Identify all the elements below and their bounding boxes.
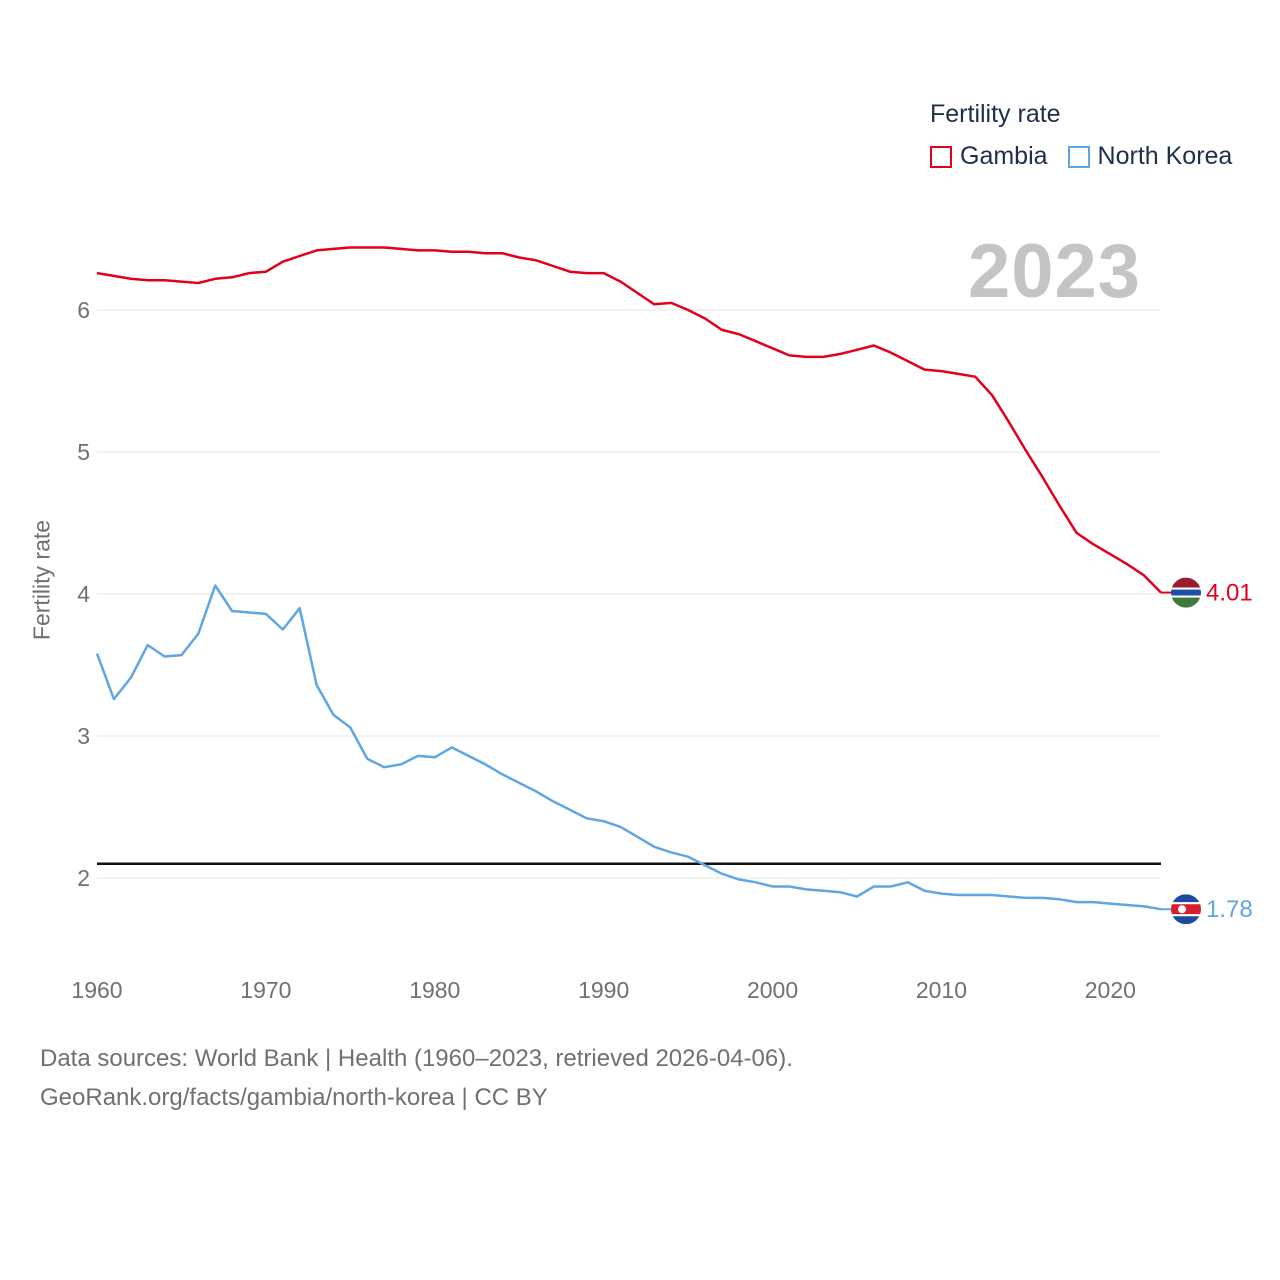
x-tick-label-1990: 1990: [578, 977, 629, 1003]
flag-north-korea-band: [1171, 894, 1201, 903]
flag-gambia-band: [1171, 589, 1201, 596]
flag-north-korea-band: [1171, 914, 1201, 917]
legend: Gambia North Korea: [930, 142, 1252, 171]
y-tick-label-6: 6: [77, 297, 90, 323]
footer-credit: GeoRank.org/facts/gambia/north-korea | C…: [40, 1084, 548, 1111]
flag-gambia-band: [1171, 577, 1201, 588]
flag-north-korea-band: [1171, 902, 1201, 905]
y-tick-label-2: 2: [77, 865, 90, 891]
end-label-gambia: 4.01: [1206, 580, 1253, 607]
x-tick-label-1960: 1960: [71, 977, 122, 1003]
x-tick-label-2020: 2020: [1085, 977, 1136, 1003]
end-label-north-korea: 1.78: [1206, 896, 1253, 923]
legend-item-north-korea[interactable]: North Korea: [1067, 142, 1233, 171]
flag-gambia-band: [1171, 595, 1201, 598]
year-label: 2023: [968, 229, 1142, 314]
legend-swatch-north-korea: [1067, 145, 1090, 168]
legend-title: Fertility rate: [930, 100, 1061, 128]
y-tick-label-4: 4: [77, 581, 90, 607]
x-tick-label-2000: 2000: [747, 977, 798, 1003]
footer-sources: Data sources: World Bank | Health (1960–…: [40, 1045, 793, 1072]
flag-north-korea-disc: [1178, 905, 1186, 914]
x-tick-label-2010: 2010: [916, 977, 967, 1003]
flag-gambia-band: [1171, 587, 1201, 590]
legend-label-north-korea: North Korea: [1097, 142, 1233, 170]
x-tick-label-1980: 1980: [409, 977, 460, 1003]
legend-item-gambia[interactable]: Gambia: [930, 142, 1048, 171]
flag-north-korea-band: [1171, 916, 1201, 925]
legend-swatch-gambia: [930, 145, 952, 168]
flag-north-korea-icon: [1171, 894, 1201, 925]
y-tick-label-3: 3: [77, 723, 90, 749]
flag-gambia-band: [1171, 597, 1201, 608]
flag-gambia-icon: [1171, 577, 1201, 608]
legend-label-gambia: Gambia: [960, 142, 1048, 170]
y-tick-label-5: 5: [77, 439, 90, 465]
y-axis-title: Fertility rate: [28, 519, 55, 641]
x-tick-label-1970: 1970: [240, 977, 291, 1003]
series-line-gambia: [96, 246, 1162, 594]
series-line-north-korea: [95, 584, 1162, 911]
